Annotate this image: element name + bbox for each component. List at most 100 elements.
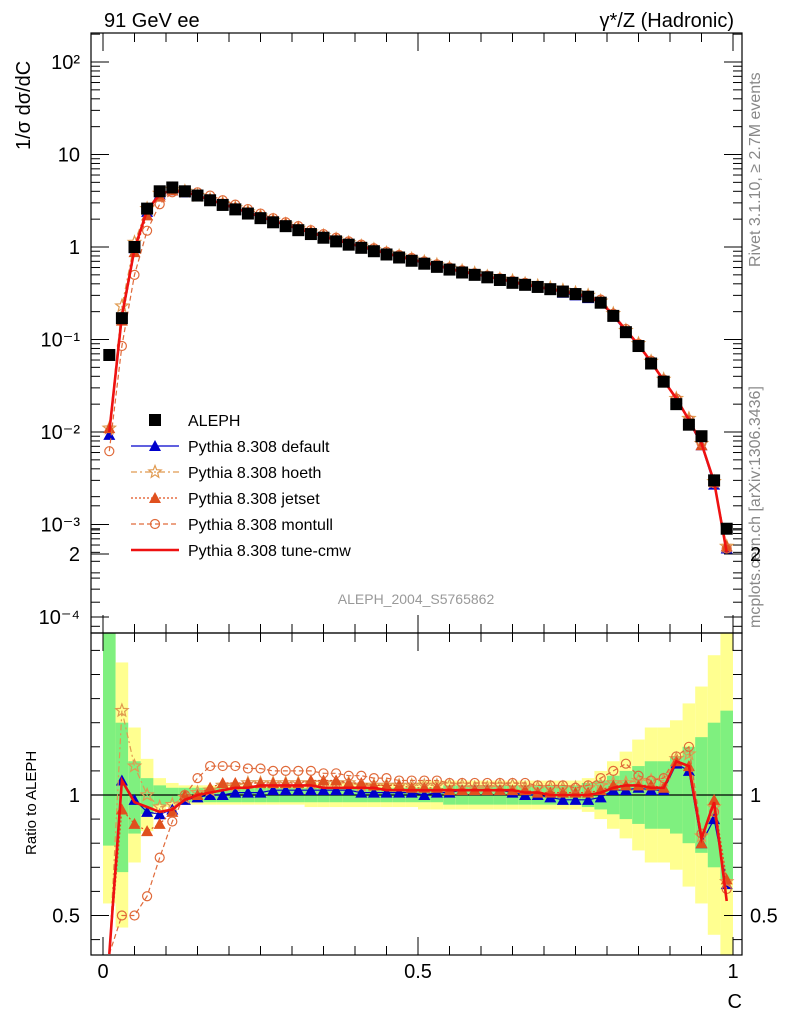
ratio-y-axis-title: Ratio to ALEPH xyxy=(23,751,40,855)
point-data xyxy=(229,203,242,216)
point-data xyxy=(430,260,443,273)
ratio-point-montull xyxy=(532,780,543,791)
ratio-point-montull xyxy=(343,770,354,781)
point-data xyxy=(519,278,532,291)
header-right: γ*/Z (Hadronic) xyxy=(600,10,734,32)
ratio-point-montull xyxy=(633,770,644,781)
main-y-tick-label: 10⁻² xyxy=(41,422,81,444)
band-inner xyxy=(103,633,116,846)
point-data xyxy=(178,185,191,198)
point-data xyxy=(594,296,607,309)
ratio-point-default xyxy=(216,789,229,800)
ratio-series-cmw xyxy=(108,759,728,955)
point-data xyxy=(481,271,494,284)
point-data xyxy=(267,216,280,229)
ratio-point-default xyxy=(229,786,242,798)
point-montull xyxy=(104,446,115,457)
point-data xyxy=(418,257,431,270)
ratio-point-default xyxy=(556,793,569,805)
ratio-line-cmw xyxy=(108,759,728,955)
ratio-point-montull xyxy=(129,910,140,921)
point-data xyxy=(128,241,141,253)
point-data xyxy=(645,357,658,370)
legend-entry-jetset: Pythia 8.308 jetset xyxy=(131,491,320,508)
point-data xyxy=(153,185,166,198)
ratio-point-default xyxy=(418,789,431,800)
ratio-y-tick-label-right: 1 xyxy=(750,785,761,807)
ratio-point-montull xyxy=(381,773,392,784)
ratio-point-default xyxy=(279,784,292,796)
point-data xyxy=(632,340,645,353)
ratio-point-hoeth xyxy=(681,745,697,761)
point-data xyxy=(380,248,393,261)
point-data xyxy=(342,238,355,251)
ratio-point-montull xyxy=(293,765,304,777)
ratio-point-montull xyxy=(519,777,531,789)
point-data xyxy=(115,312,128,325)
legend-entry-montull: Pythia 8.308 montull xyxy=(131,517,333,534)
point-data xyxy=(720,522,733,535)
ratio-point-default xyxy=(153,808,166,820)
legend-marker-data xyxy=(149,414,161,426)
point-data xyxy=(468,268,481,281)
ratio-point-default xyxy=(380,786,393,798)
ratio-point-montull xyxy=(469,777,480,789)
ratio-point-montull xyxy=(230,760,241,772)
mcplots-label: mcplots.cern.ch [arXiv:1306.3436] xyxy=(747,386,764,628)
series-data xyxy=(103,181,733,535)
ratio-point-default xyxy=(393,786,406,798)
ratio-y-tick-label-right: 2 xyxy=(750,544,761,566)
ratio-point-jetset xyxy=(141,825,154,837)
point-data xyxy=(254,212,267,225)
ratio-point-montull xyxy=(280,765,291,777)
ratio-point-montull xyxy=(570,782,581,793)
ratio-line-hoeth xyxy=(108,710,728,955)
ratio-point-montull xyxy=(368,773,379,784)
ratio-point-montull xyxy=(242,763,253,774)
ratio-point-montull xyxy=(154,852,165,863)
ratio-plot-frame xyxy=(90,632,743,956)
ratio-point-default xyxy=(317,784,330,796)
point-montull xyxy=(154,199,165,210)
main-y-tick-label: 10 xyxy=(58,145,80,167)
ratio-point-hoeth xyxy=(126,757,143,773)
ratio-point-default xyxy=(241,786,254,798)
ratio-point-default xyxy=(569,793,582,805)
ratio-point-jetset xyxy=(229,776,242,788)
ratio-axis-ticks xyxy=(91,505,742,955)
point-data xyxy=(355,241,368,254)
point-data xyxy=(682,418,695,431)
ratio-point-jetset xyxy=(204,781,217,793)
ratio-point-montull xyxy=(457,777,468,789)
point-data xyxy=(670,398,683,411)
ratio-point-hoeth xyxy=(139,786,155,802)
ratio-point-montull xyxy=(116,910,128,921)
ratio-point-default xyxy=(254,786,267,798)
point-default xyxy=(103,428,116,440)
ratio-point-montull xyxy=(444,777,455,789)
legend-entry-default: Pythia 8.308 default xyxy=(131,439,330,456)
ratio-y-tick-label-left: 0.5 xyxy=(52,906,80,928)
ratio-point-montull xyxy=(582,780,594,791)
legend-label-cmw: Pythia 8.308 tune-cmw xyxy=(188,543,351,560)
point-data xyxy=(544,283,557,296)
ratio-point-default xyxy=(141,805,154,817)
ratio-point-default xyxy=(367,786,380,798)
ratio-y-tick-label-left: 1 xyxy=(69,785,80,807)
ratio-point-montull xyxy=(356,770,367,781)
ratio-point-default xyxy=(355,786,368,798)
point-data xyxy=(569,288,582,301)
main-y-tick-label: 10² xyxy=(51,52,80,74)
legend-label-hoeth: Pythia 8.308 hoeth xyxy=(188,465,321,482)
ratio-point-montull xyxy=(545,780,556,791)
ratio-y-tick-labels: 0.5 0.5 1 1 2 2 xyxy=(52,544,778,928)
legend-label-montull: Pythia 8.308 montull xyxy=(188,517,333,534)
ratio-point-montull xyxy=(217,760,228,772)
ratio-point-montull xyxy=(167,816,178,827)
legend-label-data: ALEPH xyxy=(188,413,240,430)
ratio-point-jetset xyxy=(304,774,317,786)
x-tick-label: 0.5 xyxy=(404,961,432,983)
ratio-point-montull xyxy=(557,780,569,791)
legend-marker-hoeth xyxy=(147,463,163,479)
ratio-point-montull xyxy=(431,775,442,786)
